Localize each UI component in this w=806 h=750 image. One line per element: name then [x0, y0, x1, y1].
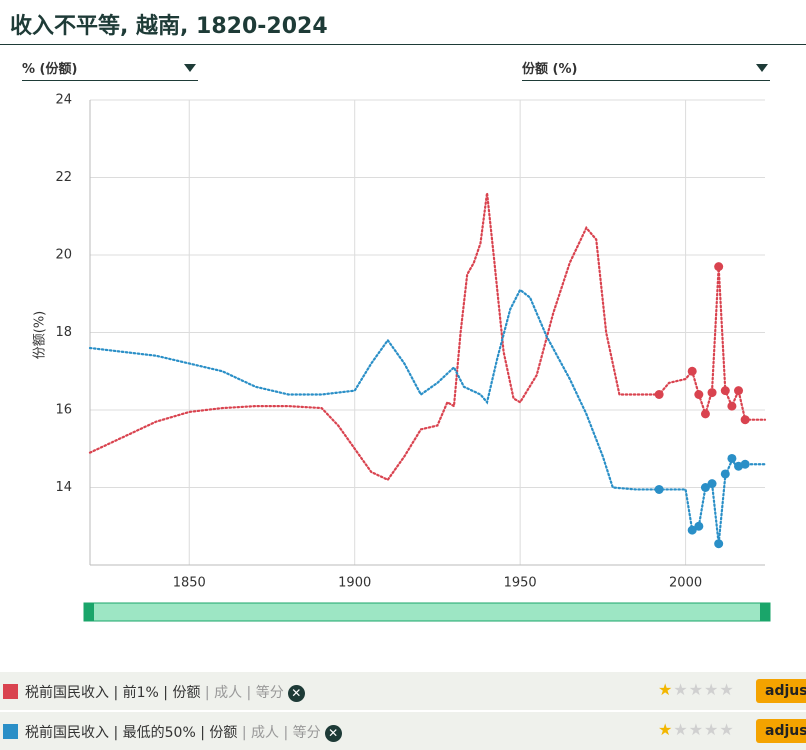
data-point [654, 484, 664, 494]
legend-part: 份额 [172, 685, 201, 701]
measure-dropdown[interactable]: 份额 (%) [522, 58, 770, 81]
data-point [714, 262, 724, 272]
separator: | [200, 685, 215, 701]
legend-part: 税前国民收入 [25, 725, 109, 741]
legend-part: 税前国民收入 [25, 685, 109, 701]
dropdown-arrow [756, 64, 768, 72]
star: ★ [704, 680, 720, 699]
data-point [687, 525, 697, 535]
y-tick-label: 16 [55, 403, 72, 418]
series-line [88, 192, 767, 482]
star: ★ [688, 720, 705, 739]
star: ★ [673, 720, 689, 739]
y-tick-label: 24 [55, 93, 72, 108]
legend-text: 税前国民收入 | 最低的50% | 份额 | 成人 | 等分 ✕ [25, 722, 342, 742]
data-point [720, 386, 730, 396]
legend-part: 最低的50% [122, 725, 196, 741]
data-point [687, 366, 697, 376]
dropdown-label: % (份额) [22, 62, 78, 77]
x-tick-label: 1900 [338, 576, 371, 591]
y-tick-label: 20 [55, 248, 72, 263]
separator: | [195, 725, 210, 741]
legend-part: 成人 [251, 725, 279, 741]
slider-handle[interactable] [760, 603, 770, 621]
legend-swatch [3, 684, 18, 699]
remove-button[interactable]: ✕ [324, 724, 342, 742]
data-point [707, 388, 717, 398]
star: ★ [704, 720, 720, 739]
x-tick-label: 1950 [504, 576, 537, 591]
star: ★ [688, 680, 705, 699]
title-rule [0, 44, 806, 45]
rating: ★★★★★ [658, 680, 735, 699]
star: ★ [673, 680, 689, 699]
remove-button[interactable]: ✕ [287, 684, 305, 702]
adjust-button[interactable]: adjust [756, 679, 806, 703]
separator: | [237, 725, 251, 741]
legend-part: 前1% [122, 685, 159, 701]
y-tick-label: 18 [55, 325, 72, 340]
data-point [694, 521, 704, 531]
adjust-button[interactable]: adjust [756, 719, 806, 743]
legend-row: 税前国民收入 | 最低的50% | 份额 | 成人 | 等分 ✕ ★★★★★ adju… [0, 712, 806, 750]
unit-dropdown[interactable]: % (份额) [22, 58, 198, 81]
y-tick-label: 22 [55, 170, 72, 185]
data-point [740, 459, 750, 469]
separator: | [109, 685, 123, 701]
legend-part: 等分 [255, 685, 284, 701]
legend-swatch [3, 724, 18, 739]
slider-handle[interactable] [84, 603, 94, 621]
data-point [707, 479, 717, 489]
star: ★ [658, 680, 674, 699]
chart-title: 收入不平等, 越南, 1820-2024 [10, 14, 328, 39]
data-point [700, 483, 710, 492]
star: ★ [719, 720, 735, 739]
separator: | [158, 685, 173, 701]
legend-part: 份额 [209, 725, 238, 741]
y-tick-label: 14 [55, 480, 72, 495]
data-point [714, 539, 724, 549]
range-slider[interactable] [83, 602, 771, 622]
data-point [740, 415, 750, 425]
data-point [727, 453, 737, 463]
rating: ★★★★★ [658, 720, 735, 739]
legend-part: 等分 [292, 725, 321, 741]
chart: 份额(%) 14 16 18 20 22 24 1850 1900 1950 2000 [33, 93, 771, 622]
y-axis-label: 份额(%) [33, 311, 48, 360]
x-tick-label: 1850 [173, 576, 206, 591]
data-point [694, 390, 704, 399]
legend-text: 税前国民收入 | 前1% | 份额 | 成人 | 等分 ✕ [25, 682, 305, 702]
dropdown-label: 份额 (%) [522, 62, 578, 77]
x-tick-label: 2000 [669, 576, 702, 591]
legend-part: 成人 [214, 685, 243, 701]
series-line [88, 288, 767, 544]
separator: | [109, 725, 123, 741]
data-point [727, 401, 737, 411]
data-point [734, 386, 744, 396]
separator: | [279, 725, 293, 741]
separator: | [242, 685, 256, 701]
legend-row: 税前国民收入 | 前1% | 份额 | 成人 | 等分✕★★★★★adjust [0, 672, 806, 710]
star: ★ [658, 720, 674, 739]
data-point [720, 469, 730, 479]
data-point [700, 409, 710, 419]
data-point [654, 390, 664, 399]
star: ★ [719, 680, 735, 699]
dropdown-arrow [184, 64, 196, 72]
